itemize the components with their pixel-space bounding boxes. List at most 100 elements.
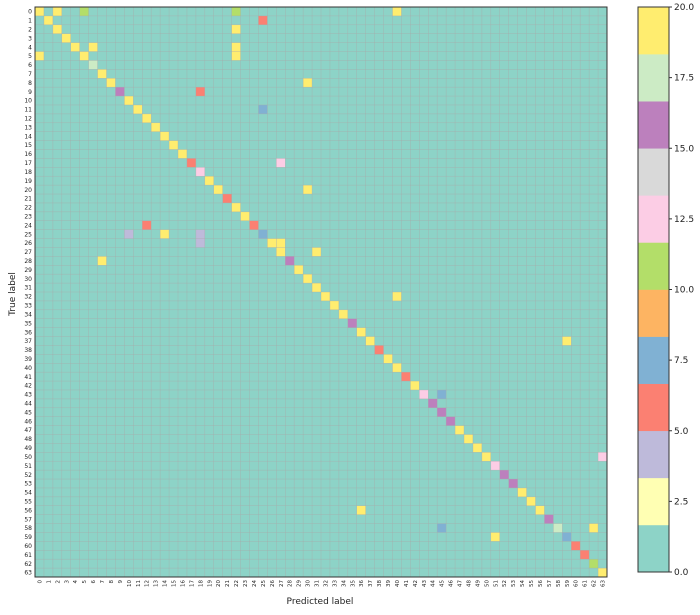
heatmap-cell bbox=[312, 283, 321, 292]
colorbar-segment bbox=[638, 101, 669, 149]
heatmap-cell bbox=[61, 33, 71, 43]
y-tick-label: 43 bbox=[24, 392, 32, 399]
y-tick-label: 58 bbox=[24, 525, 32, 532]
colorbar-tick-label: 12.5 bbox=[674, 215, 694, 225]
heatmap-cell bbox=[347, 318, 357, 328]
heatmap-cell bbox=[222, 194, 232, 203]
x-tick-label: 33 bbox=[332, 580, 338, 587]
heatmap-cell bbox=[526, 496, 536, 506]
heatmap-cell bbox=[535, 505, 545, 515]
heatmap-cell bbox=[303, 274, 313, 284]
colorbar-tick-label: 20.0 bbox=[674, 3, 694, 13]
y-tick-label: 55 bbox=[24, 498, 32, 505]
colorbar-tick-label: 15.0 bbox=[674, 144, 694, 154]
heatmap-cell bbox=[562, 336, 572, 346]
x-tick-label: 44 bbox=[431, 580, 437, 587]
y-tick-label: 47 bbox=[24, 427, 32, 434]
x-tick-label: 21 bbox=[225, 580, 231, 587]
x-tick-label: 48 bbox=[466, 580, 472, 587]
y-tick-label: 34 bbox=[24, 311, 32, 318]
heatmap-cell bbox=[356, 327, 366, 337]
x-tick-label: 55 bbox=[529, 580, 535, 587]
heatmap-cell bbox=[151, 122, 161, 132]
x-tick-label: 16 bbox=[180, 580, 186, 587]
x-tick-label: 27 bbox=[279, 580, 285, 587]
y-tick-label: 0 bbox=[28, 9, 32, 16]
y-tick-label: 39 bbox=[24, 356, 32, 363]
x-tick-label: 60 bbox=[574, 580, 580, 587]
colorbar-segment bbox=[638, 430, 669, 479]
x-tick-label: 32 bbox=[323, 580, 329, 587]
x-tick-label: 11 bbox=[136, 580, 142, 587]
heatmap-cell bbox=[195, 238, 205, 248]
colorbar-tick-label: 10.0 bbox=[674, 286, 694, 296]
heatmap-cell bbox=[589, 523, 599, 533]
heatmap-cell bbox=[204, 176, 214, 186]
heatmap-cell bbox=[97, 256, 107, 266]
y-tick-label: 6 bbox=[28, 62, 32, 69]
colorbar: 0.0 2.5 5.0 7.5 10.0 12.5 15.0 17.5 20.0 bbox=[637, 3, 694, 578]
x-tick-label: 13 bbox=[154, 580, 160, 587]
heatmap-cell bbox=[43, 15, 53, 25]
y-tick-label: 7 bbox=[28, 71, 32, 78]
y-tick-label: 31 bbox=[24, 285, 32, 292]
x-tick-label: 15 bbox=[172, 580, 178, 587]
y-tick-label: 5 bbox=[28, 53, 32, 60]
y-tick-label: 9 bbox=[28, 89, 32, 96]
x-tick-label: 47 bbox=[458, 580, 464, 587]
x-tick-label: 45 bbox=[440, 580, 446, 587]
heatmap-cell bbox=[231, 42, 241, 52]
x-tick-label: 22 bbox=[234, 580, 240, 587]
heatmap-cell bbox=[88, 42, 98, 52]
x-tick-label: 36 bbox=[359, 580, 365, 587]
heatmap-cell bbox=[35, 7, 44, 16]
heatmap-cell bbox=[97, 69, 107, 79]
heatmap-cell bbox=[472, 443, 482, 453]
heatmap-cell bbox=[52, 7, 62, 16]
x-tick-label: 20 bbox=[216, 580, 222, 587]
heatmap-cell bbox=[589, 559, 599, 569]
y-tick-label: 35 bbox=[24, 320, 32, 327]
y-tick-label: 21 bbox=[24, 196, 32, 203]
y-tick-label: 4 bbox=[28, 44, 32, 51]
heatmap-cell bbox=[79, 51, 89, 61]
heatmap-cell bbox=[70, 42, 80, 52]
x-tick-label: 6 bbox=[91, 580, 97, 584]
heatmap-cell bbox=[571, 541, 581, 551]
y-tick-label: 37 bbox=[24, 338, 32, 345]
heatmap-cell bbox=[258, 104, 268, 114]
heatmap-cell bbox=[231, 7, 241, 16]
x-tick-label: 58 bbox=[556, 580, 562, 587]
x-tick-label: 14 bbox=[163, 580, 169, 587]
y-tick-label: 29 bbox=[24, 267, 32, 274]
x-tick-label: 39 bbox=[386, 580, 392, 587]
heatmap-cell bbox=[517, 487, 527, 497]
y-tick-label: 57 bbox=[24, 516, 32, 523]
heatmap-cell bbox=[329, 300, 339, 310]
x-tick-label: 61 bbox=[583, 580, 589, 587]
y-axis-label: True label bbox=[8, 272, 18, 317]
x-tick-label: 59 bbox=[565, 580, 571, 587]
y-tick-label: 42 bbox=[24, 383, 32, 390]
y-tick-label: 20 bbox=[24, 187, 32, 194]
heatmap-cell bbox=[544, 514, 554, 524]
heatmap-cell bbox=[356, 505, 366, 515]
heatmap-cell bbox=[490, 532, 500, 542]
heatmap-cell bbox=[428, 398, 438, 408]
colorbar-segment bbox=[638, 7, 669, 55]
x-tick-label: 46 bbox=[449, 580, 455, 587]
heatmap-cell bbox=[464, 434, 473, 444]
y-tick-label: 28 bbox=[24, 258, 32, 265]
colorbar-segment bbox=[638, 477, 669, 526]
heatmap-cell bbox=[186, 158, 196, 168]
y-tick-label: 11 bbox=[24, 107, 32, 114]
y-tick-label: 44 bbox=[24, 401, 32, 408]
x-tick-label: 34 bbox=[341, 580, 347, 587]
y-tick-label: 63 bbox=[24, 570, 32, 577]
y-tick-label: 19 bbox=[24, 178, 32, 185]
x-tick-label: 19 bbox=[207, 580, 213, 587]
y-tick-label: 12 bbox=[24, 116, 32, 123]
heatmap-frame bbox=[34, 6, 608, 578]
y-tick-label: 53 bbox=[24, 481, 32, 488]
colorbar-segment bbox=[638, 336, 669, 384]
